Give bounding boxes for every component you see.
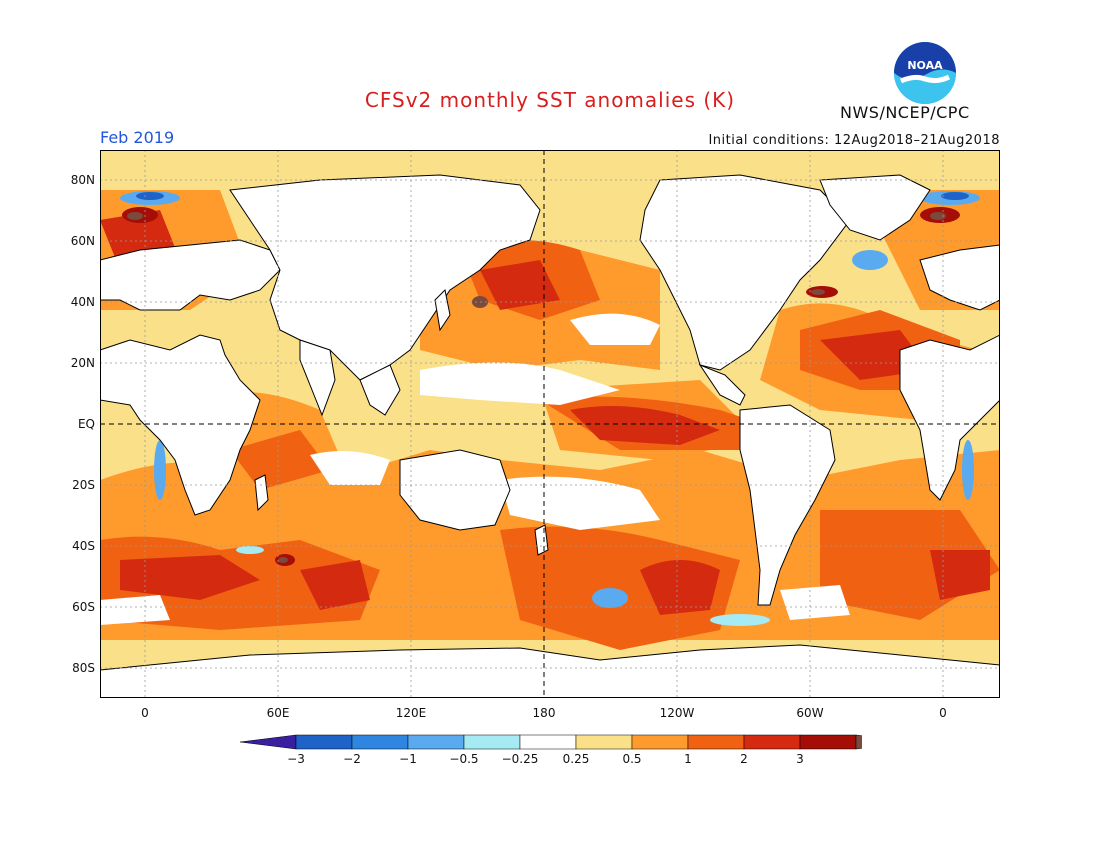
landmass-europe-right [919, 244, 1000, 311]
lon-label: 0 [141, 706, 149, 720]
chart-title: CFSv2 monthly SST anomalies (K) [364, 88, 736, 112]
colorbar-tick-label: −3 [287, 752, 305, 766]
map-frame [100, 150, 1000, 698]
colorbar-swatch [351, 734, 409, 750]
colorbar-max-arrow [855, 734, 862, 750]
colorbar-tick-label: 3 [796, 752, 804, 766]
landmass-asia [229, 174, 541, 381]
lon-label: 180 [532, 706, 556, 720]
lat-label: 40N [70, 295, 95, 309]
landmass-japan [434, 288, 451, 332]
landmass-southeast-asia [359, 364, 401, 416]
colorbar-swatch [631, 734, 689, 750]
agency-label: NWS/NCEP/CPC [840, 103, 970, 122]
colorbar-tick-label: −2 [343, 752, 361, 766]
colorbar-swatch [687, 734, 745, 750]
initial-conditions: Initial conditions: 12Aug2018–21Aug2018 [708, 133, 1000, 148]
lat-label: EQ [77, 417, 95, 431]
colorbar-tick-label: −1 [399, 752, 417, 766]
colorbar-swatch [519, 734, 577, 750]
land-masses [100, 174, 1000, 698]
lon-label: 120E [395, 706, 427, 720]
colorbar-swatch [799, 734, 857, 750]
hot-anomaly-regions [100, 210, 990, 615]
colorbar-tick-label: 0.25 [562, 752, 590, 766]
lon-label: 120W [659, 706, 695, 720]
landmass-central-america [698, 363, 746, 406]
logo-text: NOAA [907, 59, 943, 72]
landmass-africa-right [899, 334, 1000, 501]
colorbar-swatch [743, 734, 801, 750]
landmass-afro-eurasia-west [100, 334, 261, 516]
lat-label: 20N [70, 356, 95, 370]
landmass-south-america [739, 404, 836, 606]
landmass-antarctica [100, 644, 1000, 698]
colorbar-tick-label: 1 [684, 752, 692, 766]
colorbar-tick-label: −0.25 [501, 752, 539, 766]
lon-label: 0 [939, 706, 947, 720]
landmass-madagascar [254, 474, 269, 512]
lat-label: 60N [70, 234, 95, 248]
colorbar-swatch [463, 734, 521, 750]
colorbar-tick-label: 0.5 [622, 752, 642, 766]
lon-label: 60W [796, 706, 824, 720]
lon-label: 60E [266, 706, 290, 720]
sst-anomaly-map [100, 150, 1000, 698]
lat-label: 40S [72, 539, 95, 553]
neutral-regions [100, 313, 850, 625]
landmass-europe [100, 239, 281, 311]
lat-label: 80S [72, 661, 95, 675]
colorbar-min-arrow [240, 734, 297, 750]
landmass-greenland [819, 174, 931, 241]
landmass-new-zealand [534, 524, 549, 556]
colorbar-swatch [295, 734, 353, 750]
forecast-month: Feb 2019 [100, 128, 175, 147]
map-gridlines [100, 150, 1000, 698]
colorbar-tick-label: 2 [740, 752, 748, 766]
colorbar-tick-label: −0.5 [449, 752, 479, 766]
lat-label: 60S [72, 600, 95, 614]
landmass-australia [399, 449, 511, 531]
noaa-logo: NOAA [894, 42, 956, 104]
colorbar-swatch [575, 734, 633, 750]
colorbar-swatch [407, 734, 465, 750]
lat-label: 80N [70, 173, 95, 187]
lat-label: 20S [72, 478, 95, 492]
landmass-india [299, 339, 336, 417]
colorbar [240, 734, 862, 750]
